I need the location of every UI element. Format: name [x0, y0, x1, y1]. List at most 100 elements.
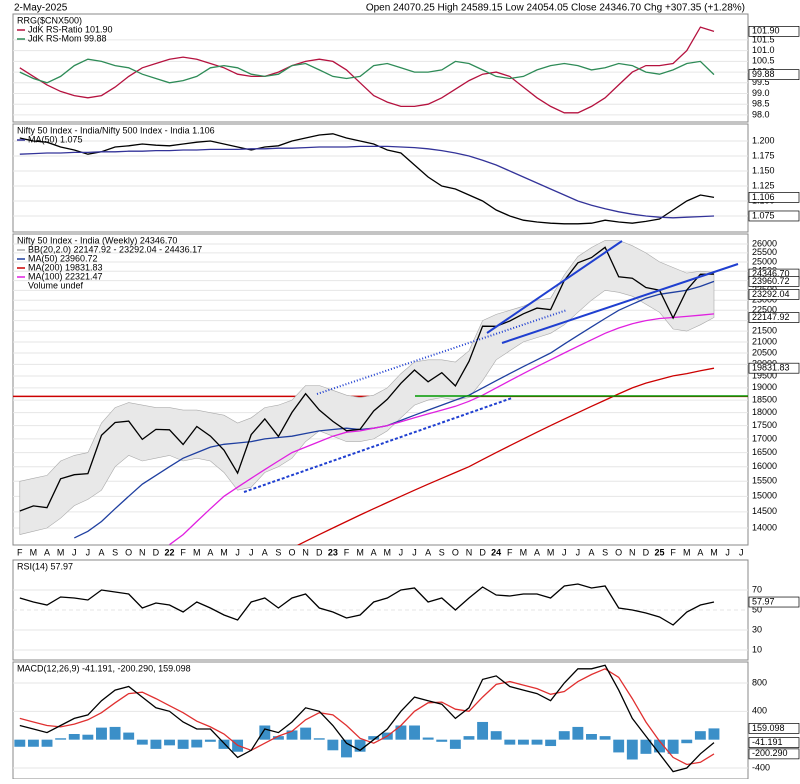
panel-frame — [12, 661, 749, 780]
x-tick-label: O — [125, 547, 132, 557]
value-tag-label: 1.106 — [752, 192, 775, 202]
legend-label: JdK RS-Mom 99.88 — [28, 33, 107, 43]
y-tick-label: 10 — [752, 644, 762, 654]
histogram-bar — [558, 731, 570, 740]
x-tick-label: D — [316, 547, 323, 557]
x-tick-label: F — [507, 547, 513, 557]
y-tick-label: 22500 — [752, 305, 777, 315]
histogram-bar — [463, 736, 475, 740]
histogram-bar — [354, 739, 366, 752]
histogram-bar — [109, 726, 121, 740]
x-tick-label: 25 — [655, 547, 665, 557]
value-tag — [748, 26, 800, 37]
histogram-bar — [82, 734, 94, 740]
x-tick-label: M — [220, 547, 228, 557]
x-tick-label: A — [44, 547, 50, 557]
legend-label: MA(200) 19831.83 — [28, 262, 103, 272]
series-line — [19, 133, 715, 225]
histogram-bar — [286, 730, 298, 740]
histogram-bar — [409, 725, 420, 740]
x-tick-label: F — [17, 547, 23, 557]
histogram-bar — [123, 732, 135, 740]
x-tick-label: A — [425, 547, 431, 557]
value-tag-label: 101.90 — [752, 26, 780, 36]
histogram-bar — [654, 739, 665, 753]
panel-title: RRG($CNX500) — [17, 15, 82, 25]
y-tick-label: 14500 — [752, 506, 777, 516]
value-tag — [748, 737, 800, 748]
plot-area — [19, 133, 715, 225]
y-tick-label: 26000 — [752, 238, 777, 248]
histogram-bar — [259, 725, 271, 740]
histogram-bar — [204, 739, 216, 742]
y-tick-label: -400 — [752, 762, 770, 772]
x-tick-label: J — [249, 547, 254, 557]
histogram-bar — [177, 739, 189, 749]
value-tag-label: -200.290 — [752, 748, 788, 758]
histogram-bar — [586, 734, 597, 740]
date: 2-May-2025 — [14, 3, 68, 14]
y-tick-label: 21000 — [752, 336, 777, 346]
x-tick-label: O — [289, 547, 296, 557]
y-tick-label: 14000 — [752, 522, 777, 532]
x-tick-label: N — [466, 547, 473, 557]
x-tick-label: J — [739, 547, 744, 557]
histogram-bar — [218, 739, 230, 749]
histogram-bar — [422, 737, 434, 740]
histogram-bar — [55, 738, 67, 740]
x-tick-label: 24 — [491, 547, 501, 557]
y-tick-label: 70 — [752, 584, 762, 594]
histogram-bar — [436, 739, 448, 742]
histogram-bar — [191, 739, 203, 748]
x-tick-label: S — [112, 547, 118, 557]
histogram-bar — [313, 738, 325, 740]
x-tick-label: M — [384, 547, 392, 557]
x-tick-label: A — [207, 547, 213, 557]
panel-title: Nifty 50 Index - India/Nifty 500 Index -… — [17, 125, 215, 135]
panel: -400 400 800 MACD(12,26,9) -41.191, -200.29… — [12, 661, 800, 780]
trendline — [486, 240, 623, 334]
x-tick-label: J — [86, 547, 91, 557]
x-tick-label: J — [399, 547, 404, 557]
x-tick-label: A — [697, 547, 703, 557]
plot-area — [14, 664, 720, 773]
y-tick-label: 15500 — [752, 476, 777, 486]
y-tick-label: 101.5 — [752, 34, 775, 44]
histogram-bar — [14, 739, 26, 747]
series-line — [169, 313, 715, 545]
value-tag — [748, 312, 800, 323]
histogram-bar — [136, 739, 148, 745]
y-tick-label: 15000 — [752, 491, 777, 501]
y-tick-label: 1.175 — [752, 150, 775, 160]
value-tag — [748, 276, 800, 287]
x-tick-label: A — [262, 547, 268, 557]
x-tick-label: J — [562, 547, 567, 557]
y-tick-label: 99.5 — [752, 77, 770, 87]
y-tick-label: 30 — [752, 624, 762, 634]
y-tick-label: 50 — [752, 604, 762, 614]
panel: 98.098.599.099.5100.0100.5101.0101.5RRG(… — [12, 13, 800, 123]
panel: 14000 14500 15000 15500 16000 16500 17000 17500… — [12, 233, 800, 557]
panel: 10 30 50 70 RSI(14) 57.97 57.97 — [12, 559, 800, 661]
histogram-bar — [545, 739, 557, 747]
x-tick-label: F — [670, 547, 676, 557]
y-tick-label: 1.150 — [752, 165, 775, 175]
x-tick-label: J — [576, 547, 581, 557]
value-tag-label: 22147.92 — [752, 312, 790, 322]
x-tick-label: O — [615, 547, 622, 557]
x-tick-label: S — [275, 547, 281, 557]
series-line — [19, 58, 715, 84]
value-tag-label: 23292.04 — [752, 289, 790, 299]
y-tick-label: 19500 — [752, 370, 777, 380]
value-tag-label: 19831.83 — [752, 363, 790, 373]
plot-area — [19, 26, 715, 114]
histogram-bar — [694, 731, 706, 740]
histogram-bar — [504, 739, 516, 745]
legend-label: MA(50) 23960.72 — [28, 253, 98, 263]
histogram-bar — [681, 739, 693, 744]
y-tick-label: 20500 — [752, 347, 777, 357]
x-tick-label: J — [72, 547, 77, 557]
histogram-bar — [599, 736, 611, 740]
x-tick-label: M — [547, 547, 555, 557]
